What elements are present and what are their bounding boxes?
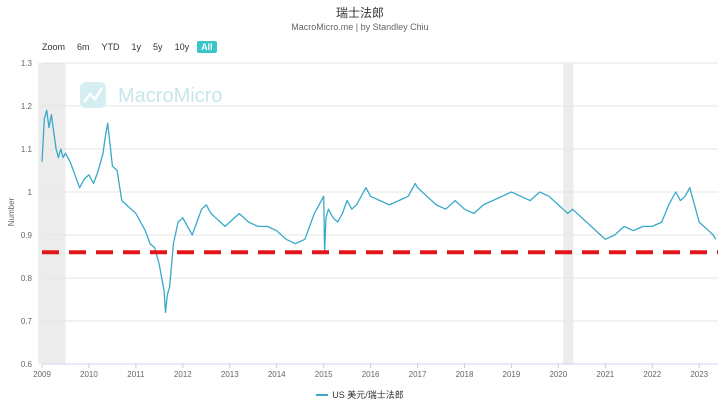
x-tick-label-12: 2021 [596, 370, 614, 379]
y-tick-label-6: 1.2 [21, 102, 33, 111]
y-tick-label-0: 0.6 [21, 360, 33, 369]
x-tick-label-9: 2018 [456, 370, 474, 379]
legend-label: US 美元/瑞士法郎 [332, 390, 404, 400]
y-axis-title: Number [7, 197, 16, 226]
watermark: MacroMicro [80, 82, 222, 108]
legend[interactable]: US 美元/瑞士法郎 [0, 388, 720, 401]
x-axis-ticks: 2009 2010 2011 2012 2013 2014 2015 2016 2017 2018… [33, 363, 718, 379]
y-tick-label-3: 0.9 [21, 231, 33, 240]
zoom-5y-button[interactable]: 5y [153, 42, 163, 52]
zoom-all-button[interactable]: All [197, 41, 217, 53]
chart-subtitle: MacroMicro.me | by Standley Chiu [291, 22, 429, 32]
chart-title: 瑞士法郎 [335, 6, 384, 20]
y-axis-ticks: 0.6 0.7 0.8 0.9 1 1.1 1.2 1.3 [21, 59, 33, 369]
legend-swatch [316, 393, 329, 396]
recession-band-0 [38, 63, 66, 364]
series-group [41, 109, 717, 314]
zoom-ytd-button[interactable]: YTD [101, 42, 120, 52]
watermark-logo-icon [80, 82, 106, 108]
zoom-10y-button[interactable]: 10y [174, 42, 190, 52]
y-tick-label-7: 1.3 [21, 59, 33, 68]
series-line-0 [41, 109, 717, 314]
x-tick-label-11: 2020 [549, 370, 567, 379]
x-tick-label-1: 2010 [80, 370, 98, 379]
watermark-text: MacroMicro [118, 85, 222, 107]
x-tick-label-6: 2015 [315, 370, 333, 379]
x-tick-label-14: 2023 [690, 370, 708, 379]
grid-lines [42, 62, 718, 365]
recession-bands [38, 63, 574, 364]
x-tick-label-10: 2019 [503, 370, 521, 379]
y-tick-label-1: 0.7 [21, 317, 33, 326]
x-tick-label-4: 2013 [221, 370, 239, 379]
zoom-toolbar: Zoom 6m YTD 1y 5y 10y All [42, 40, 221, 54]
y-tick-label-5: 1.1 [21, 145, 33, 154]
x-tick-label-5: 2014 [268, 370, 286, 379]
x-tick-label-13: 2022 [643, 370, 661, 379]
zoom-label: Zoom [42, 42, 66, 52]
zoom-6m-button[interactable]: 6m [77, 42, 90, 52]
y-tick-label-4: 1 [28, 188, 33, 197]
zoom-1y-button[interactable]: 1y [131, 42, 142, 52]
x-tick-label-2: 2011 [127, 370, 145, 379]
y-tick-label-2: 0.8 [21, 274, 33, 283]
x-tick-label-7: 2016 [362, 370, 380, 379]
x-tick-label-8: 2017 [409, 370, 427, 379]
x-tick-label-0: 2009 [33, 370, 51, 379]
x-tick-label-3: 2012 [174, 370, 192, 379]
